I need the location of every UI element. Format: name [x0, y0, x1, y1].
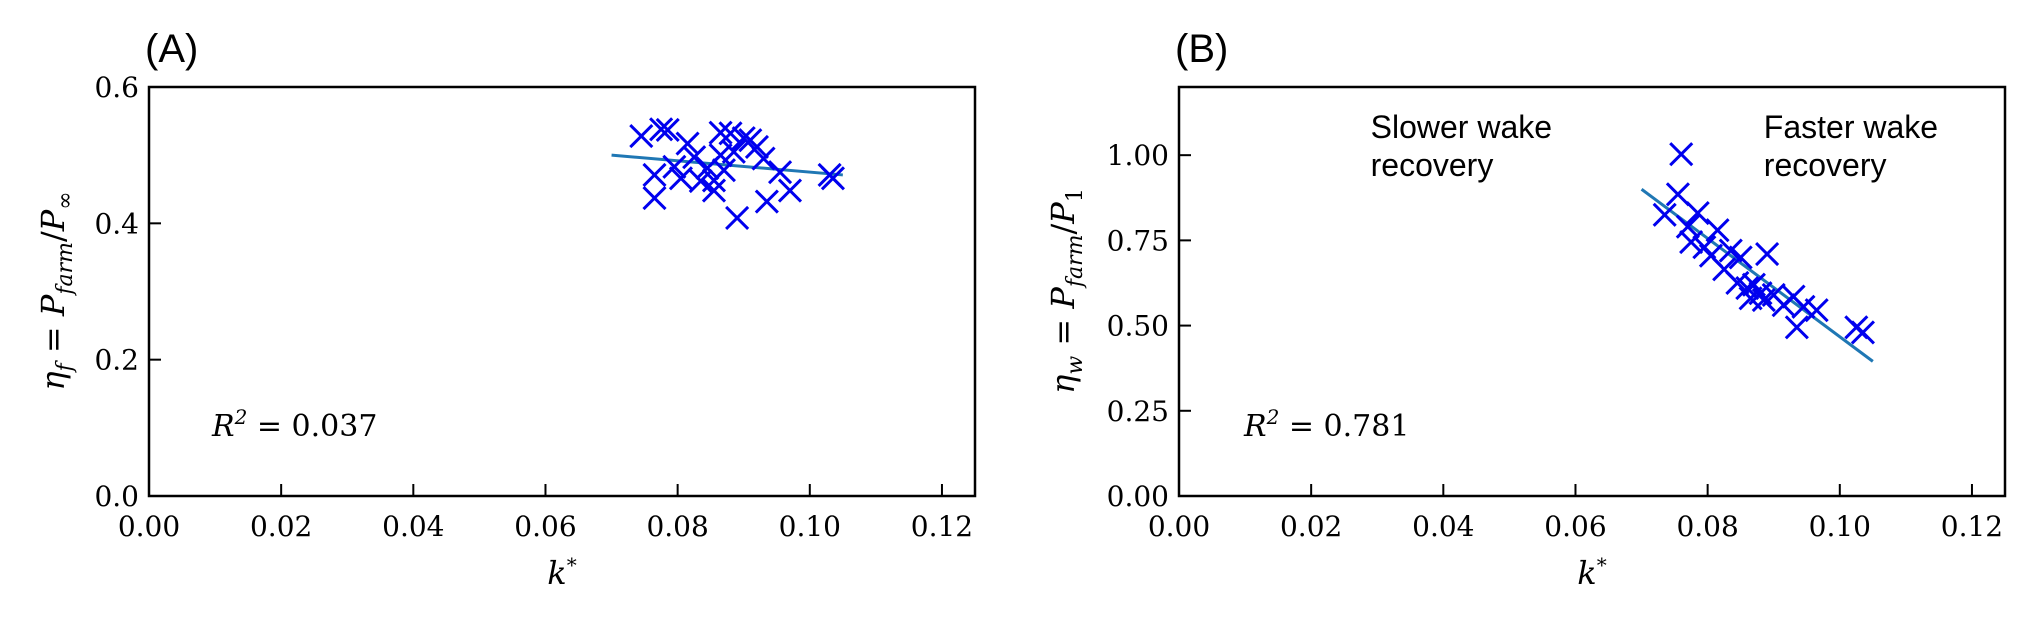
panel-a-data-point — [744, 134, 769, 160]
panel-b-data-point — [1652, 202, 1677, 227]
panel-b-data-point — [1705, 218, 1730, 243]
panel-a-ytick-label: 0.2 — [94, 344, 139, 377]
panel-b-ytick-label: 0.00 — [1107, 480, 1169, 513]
panel-a-data-point — [655, 117, 680, 143]
panel-b-xtick-label: 0.00 — [1148, 510, 1210, 543]
panel-a-data-point — [629, 124, 654, 149]
panel-b-ytick-label: 0.50 — [1107, 310, 1169, 343]
panel-b-xtick-label: 0.10 — [1809, 510, 1871, 543]
panel-a-xtick-label: 0.02 — [250, 510, 312, 543]
panel-a-xtick-label: 0.06 — [514, 510, 576, 543]
panel-a-data-point — [751, 146, 776, 171]
panel-b-ylabel: ηw = Pfarm/P1 — [1044, 188, 1088, 394]
panel-b-xlabel: k* — [1577, 553, 1606, 592]
panel-b-data-point — [1728, 245, 1753, 270]
panel-a-data-point — [768, 160, 793, 185]
panel-a-data-point — [731, 126, 756, 151]
panel-a-data-point — [721, 139, 746, 164]
panel-a-xtick-label: 0.00 — [118, 510, 180, 543]
panel-b-data-point — [1804, 298, 1829, 323]
panel-a-ytick-label: 0.0 — [94, 480, 139, 513]
panel-a-xtick-label: 0.04 — [382, 510, 444, 543]
panel-b-data-point — [1669, 142, 1694, 167]
panel-a-ytick-label: 0.4 — [94, 207, 139, 240]
panel-a-label: (A) — [145, 27, 198, 71]
panel-b-data-point — [1675, 214, 1700, 239]
panel-a-data-point — [662, 154, 687, 179]
panel-a-data-point — [642, 162, 667, 187]
panel-a-ytick-label: 0.6 — [94, 71, 139, 104]
panel-b-xtick-label: 0.02 — [1280, 510, 1342, 543]
panel-a-data-point — [675, 131, 700, 156]
panel-b-region-label: Slower wake recovery — [1371, 109, 1552, 183]
panel-a-xlabel: k* — [547, 553, 576, 592]
panel-b-ytick-label: 0.75 — [1107, 224, 1169, 257]
panel-b-ytick-label: 1.00 — [1107, 139, 1169, 172]
panel-b-ticks: 0.00 0.02 0.04 0.06 0.08 0.10 0.12 0.00 0.25 0.50… — [1107, 139, 2003, 543]
panel-a-data-point — [711, 158, 736, 183]
panel-b-ytick-label: 0.25 — [1107, 395, 1169, 428]
panel-b-data-point — [1685, 201, 1710, 226]
panel-b-xtick-label: 0.12 — [1941, 510, 2003, 543]
panel-b-xtick-label: 0.08 — [1676, 510, 1738, 543]
panel-b-data-point — [1850, 320, 1875, 345]
panel-b-plot-frame — [1177, 85, 2007, 498]
panel-b-data-point — [1755, 241, 1780, 267]
panel-a-xtick-label: 0.12 — [911, 510, 973, 543]
panel-a-data-point — [642, 186, 667, 211]
panel-b-data-point — [1665, 182, 1690, 207]
panel-a-data-point — [682, 145, 707, 170]
panel-b: (B) 0.00 0.02 0.04 0.06 0.08 0.10 0.12 0.00 0.25… — [1044, 27, 2007, 592]
panel-a-data-point — [820, 166, 845, 191]
panel-a-ticks: 0.00 0.02 0.04 0.06 0.08 0.10 0.12 0.0 0.2 0.4 0.6 — [94, 71, 973, 543]
panel-a-r2-annotation: R2 = 0.037 — [211, 405, 377, 444]
panel-b-region-labels: Slower wake recovery Faster wake recovery — [1371, 109, 1938, 183]
panel-a-data-point — [725, 205, 750, 230]
panel-a-data-point — [701, 178, 727, 203]
panel-a-ylabel: ηf = Pfarm/P∞ — [34, 191, 78, 390]
panel-b-r2-annotation: R2 = 0.781 — [1243, 405, 1409, 444]
panel-a-plot-frame — [147, 85, 977, 498]
panel-b-points — [1652, 142, 1875, 345]
panel-a-data-point — [668, 166, 694, 191]
panel-a-xtick-label: 0.10 — [779, 510, 841, 543]
panel-a-points — [629, 117, 845, 230]
panel-b-fit — [1640, 188, 1874, 363]
panel-b-data-point — [1784, 315, 1809, 340]
panel-b-xtick-label: 0.04 — [1412, 510, 1474, 543]
panel-a-data-point — [754, 189, 779, 214]
panel-a-data-point — [649, 117, 674, 142]
panel-b-label: (B) — [1175, 27, 1228, 71]
panel-a-data-point — [708, 120, 733, 145]
panel-b-region-label: Faster wake recovery — [1764, 109, 1938, 183]
panel-b-fit-line — [1640, 188, 1874, 363]
panel-b-xtick-label: 0.06 — [1544, 510, 1606, 543]
panel-a: (A) 0.00 0.02 0.04 0.06 0.08 0.10 0.120.00.20.… — [34, 27, 977, 592]
panel-a-xtick-label: 0.08 — [646, 510, 708, 543]
panel-a-data-point — [777, 178, 803, 203]
panel-b-data-point — [1679, 230, 1704, 255]
